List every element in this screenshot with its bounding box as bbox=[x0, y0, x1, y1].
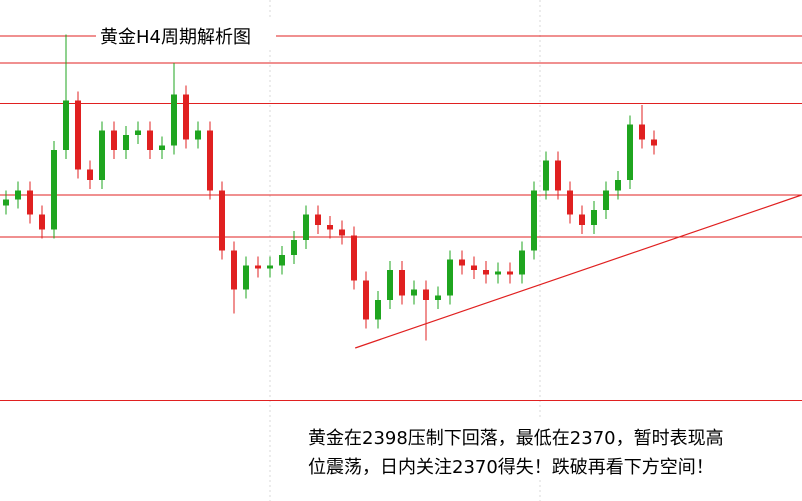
candle-body bbox=[627, 124, 633, 180]
candle-body bbox=[267, 265, 273, 269]
candle-body bbox=[651, 139, 657, 146]
candle-body bbox=[507, 271, 513, 275]
candle-body bbox=[279, 255, 285, 266]
candle-body bbox=[579, 214, 585, 225]
candle-body bbox=[219, 190, 225, 251]
candle-body bbox=[255, 265, 261, 269]
grid bbox=[269, 0, 541, 501]
note-bg bbox=[300, 420, 802, 480]
candle-body bbox=[99, 130, 105, 180]
candle-body bbox=[411, 289, 417, 296]
candle-body bbox=[339, 229, 345, 236]
candle-body bbox=[39, 214, 45, 230]
candle-body bbox=[63, 100, 69, 150]
plot bbox=[0, 34, 802, 401]
candle-body bbox=[183, 94, 189, 140]
candle-body bbox=[159, 145, 165, 150]
candle-body bbox=[243, 265, 249, 290]
candle-body bbox=[459, 259, 465, 266]
candle-body bbox=[483, 270, 489, 275]
candle-body bbox=[435, 295, 441, 300]
candle-body bbox=[171, 94, 177, 146]
candle-body bbox=[315, 214, 321, 225]
candle-body bbox=[639, 124, 645, 140]
candle-body bbox=[375, 300, 381, 320]
candle-body bbox=[567, 190, 573, 215]
candle-body bbox=[519, 250, 525, 275]
candle-body bbox=[3, 199, 9, 206]
candle-body bbox=[15, 190, 21, 200]
candle-body bbox=[447, 259, 453, 296]
candle-body bbox=[87, 169, 93, 180]
candle-body bbox=[423, 289, 429, 300]
candle-body bbox=[195, 130, 201, 140]
chart-title: 黄金H4周期解析图 bbox=[100, 27, 251, 48]
candle-body bbox=[495, 271, 501, 275]
candle-body bbox=[111, 130, 117, 150]
title-bg bbox=[96, 20, 276, 50]
annotation: 位震荡，日内关注2370得失！跌破再看下方空间！ bbox=[308, 457, 714, 478]
candle-body bbox=[135, 130, 141, 135]
candle-body bbox=[615, 180, 621, 191]
candle-body bbox=[543, 160, 549, 191]
candle-body bbox=[531, 190, 537, 251]
candle-body bbox=[387, 270, 393, 300]
candle-body bbox=[123, 135, 129, 150]
candle-body bbox=[51, 150, 57, 230]
candle-body bbox=[231, 250, 237, 290]
candle-body bbox=[591, 210, 597, 225]
candle-body bbox=[363, 280, 369, 320]
candle-body bbox=[603, 190, 609, 210]
candle-body bbox=[351, 235, 357, 281]
candle-body bbox=[471, 265, 477, 270]
candle-body bbox=[75, 100, 81, 170]
candle-body bbox=[399, 270, 405, 296]
candle-body bbox=[147, 130, 153, 150]
candle-body bbox=[207, 130, 213, 191]
candle-body bbox=[303, 214, 309, 240]
candle-body bbox=[291, 240, 297, 255]
annotation: 黄金在2398压制下回落，最低在2370，暂时表现高 bbox=[308, 428, 724, 449]
candle-body bbox=[327, 225, 333, 230]
candle-body bbox=[555, 160, 561, 191]
candle-body bbox=[27, 190, 33, 215]
trend-line bbox=[355, 194, 802, 349]
